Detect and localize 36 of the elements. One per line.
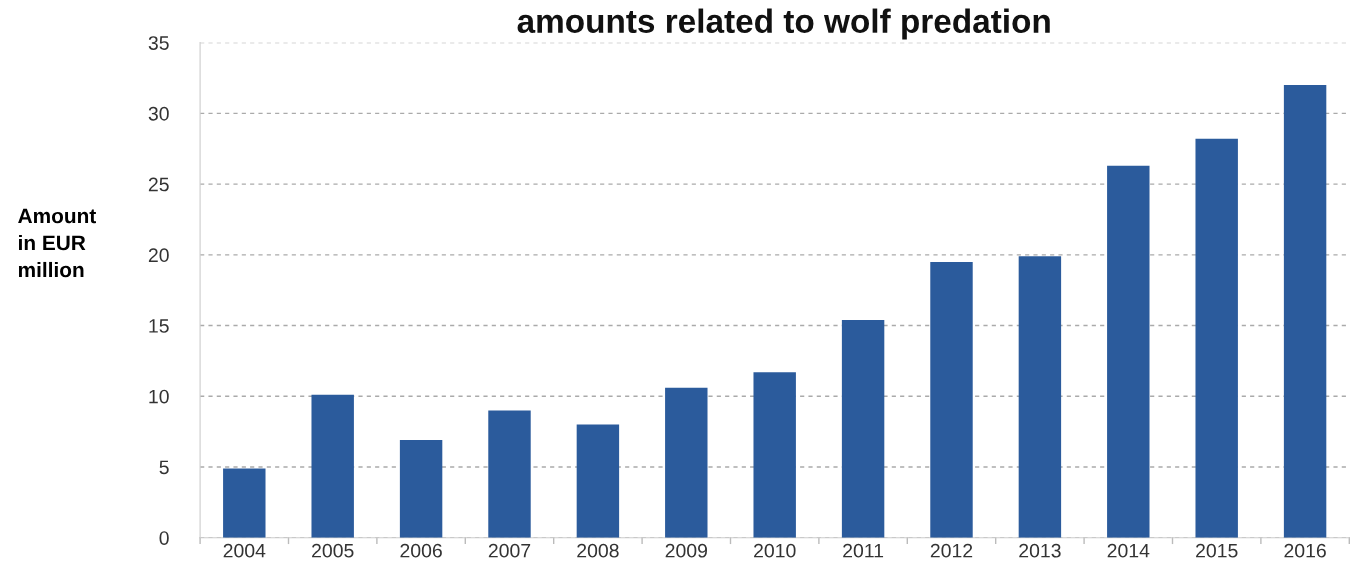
y-tick-label: 0 [159,531,169,545]
x-tick-label: 2016 [1284,543,1326,558]
bar [1195,138,1238,538]
bar [1107,165,1150,538]
bar [488,410,531,538]
x-tick-label: 2007 [488,543,531,558]
x-tick-label: 2004 [223,543,266,558]
y-tick-label: 10 [149,389,169,404]
bar [665,387,708,538]
y-tick-label: 35 [148,36,169,50]
bar [753,372,796,538]
x-tick-label: 2010 [754,543,796,558]
y-tick-label: 30 [148,106,169,121]
y-tick-label: 5 [159,460,169,475]
x-tick-label: 2015 [1196,543,1238,558]
bar [930,261,973,538]
y-tick-label: 15 [149,319,169,333]
y-tick-label: 25 [148,177,169,192]
bar [576,424,620,538]
bar [1283,85,1327,538]
x-tick-label: 2005 [312,543,354,558]
chart-title: amounts related to wolf predation [517,8,1050,40]
x-tick-label: 2012 [930,543,973,558]
bar [399,440,443,538]
bar [223,468,266,538]
bar [841,319,885,538]
y-axis-title: Amount in EUR million [18,208,97,278]
x-tick-label: 2009 [665,543,707,558]
bar [1018,256,1062,538]
x-tick-label: 2014 [1107,543,1150,558]
x-tick-label: 2011 [843,543,884,558]
x-tick-label: 2013 [1019,543,1061,558]
x-tick-label: 2006 [400,543,442,558]
y-tick-label: 20 [148,248,169,263]
bar [311,394,354,538]
x-tick-label: 2008 [577,543,619,558]
